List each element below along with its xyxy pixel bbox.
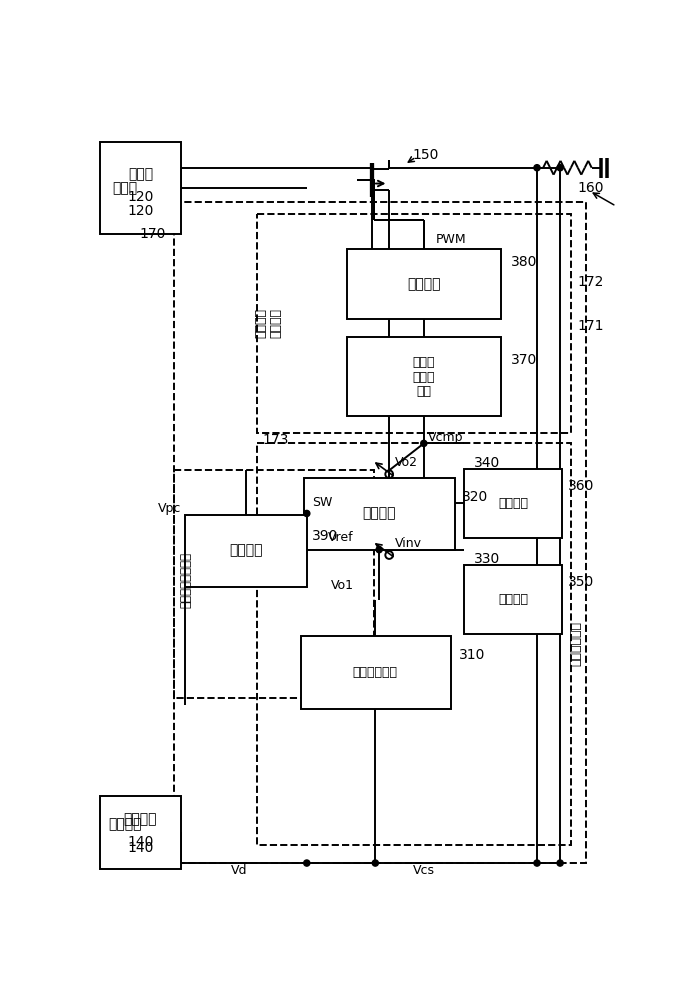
Text: 172: 172	[578, 275, 604, 289]
Circle shape	[376, 547, 382, 553]
Text: 比较电路: 比较电路	[407, 277, 441, 291]
Text: 变压器: 变压器	[128, 167, 153, 181]
Circle shape	[534, 165, 540, 171]
Text: Vref: Vref	[328, 531, 354, 544]
Text: 相位截断侦测电路: 相位截断侦测电路	[179, 552, 192, 608]
Text: Vinv: Vinv	[395, 537, 422, 550]
Text: 驱动信号
产生电路: 驱动信号 产生电路	[254, 308, 282, 338]
Text: PWM: PWM	[436, 233, 466, 246]
Text: 电路: 电路	[416, 385, 431, 398]
Circle shape	[372, 860, 378, 866]
Circle shape	[421, 440, 427, 446]
Text: 370: 370	[511, 353, 537, 367]
Text: Vcmp: Vcmp	[428, 431, 464, 444]
Bar	[347, 249, 501, 319]
Text: 350: 350	[568, 575, 594, 589]
Text: 380: 380	[511, 255, 537, 269]
Text: Vcs: Vcs	[413, 864, 435, 877]
Bar	[100, 142, 181, 234]
Text: 比较电路: 比较电路	[362, 506, 396, 520]
Text: Vo2: Vo2	[395, 456, 418, 469]
Text: 储存装置: 储存装置	[498, 593, 528, 606]
Text: 170: 170	[139, 227, 166, 241]
Bar	[185, 515, 307, 587]
Text: Vo1: Vo1	[331, 579, 354, 592]
Text: 310: 310	[459, 648, 485, 662]
Text: 120: 120	[128, 204, 153, 218]
Bar	[174, 470, 374, 698]
Text: 120: 120	[128, 190, 153, 204]
Text: 171: 171	[578, 319, 604, 333]
Circle shape	[304, 510, 310, 517]
Text: 信号生: 信号生	[413, 371, 435, 384]
Text: 分压电路: 分压电路	[108, 818, 141, 832]
Text: 比较电路: 比较电路	[229, 543, 263, 557]
Bar	[174, 202, 585, 863]
Bar	[300, 636, 451, 709]
Text: SW: SW	[312, 496, 332, 509]
Bar	[305, 478, 454, 550]
Text: Vpc: Vpc	[158, 502, 181, 515]
Text: 锯齿波: 锯齿波	[413, 356, 435, 369]
Text: 173: 173	[262, 433, 289, 447]
Text: 330: 330	[474, 552, 500, 566]
Bar	[464, 565, 562, 634]
Text: Vd: Vd	[231, 864, 247, 877]
Text: 电流控制电路: 电流控制电路	[569, 621, 582, 666]
Bar	[256, 443, 571, 845]
Text: 390: 390	[312, 529, 339, 543]
Circle shape	[557, 165, 563, 171]
Text: 储存装置: 储存装置	[498, 497, 528, 510]
Bar	[100, 796, 181, 869]
Text: 160: 160	[578, 181, 604, 195]
Text: 360: 360	[568, 479, 594, 493]
Text: 分压电路: 分压电路	[123, 812, 158, 826]
Bar	[256, 214, 571, 433]
Text: 变压器: 变压器	[112, 181, 137, 195]
Text: 320: 320	[462, 490, 489, 504]
Bar	[347, 337, 501, 416]
Circle shape	[534, 860, 540, 866]
Bar	[464, 469, 562, 538]
Text: 信号处理电路: 信号处理电路	[353, 666, 398, 679]
Text: 150: 150	[412, 148, 438, 162]
Circle shape	[304, 860, 310, 866]
Text: 140: 140	[128, 835, 153, 849]
Text: 140: 140	[128, 841, 153, 855]
Circle shape	[557, 860, 563, 866]
Text: 340: 340	[474, 456, 500, 470]
